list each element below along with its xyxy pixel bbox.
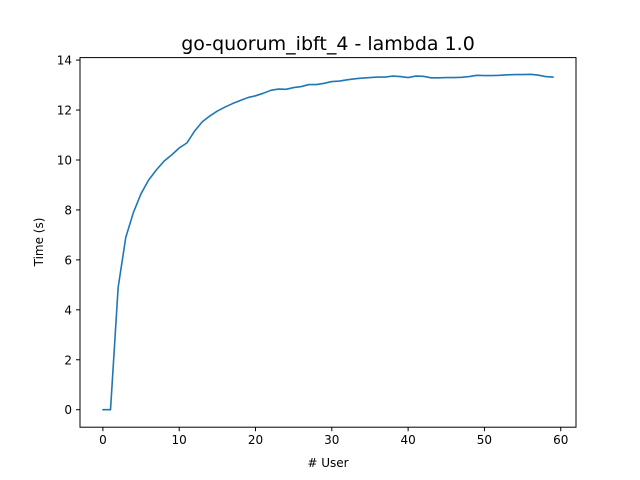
x-tick-label: 40 bbox=[400, 433, 415, 447]
y-tick-label: 6 bbox=[64, 253, 72, 267]
y-axis-label: Time (s) bbox=[32, 218, 46, 268]
y-tick-label: 14 bbox=[57, 54, 72, 68]
x-axis-label: # User bbox=[307, 456, 348, 470]
y-tick-label: 12 bbox=[57, 104, 72, 118]
plot-frame bbox=[79, 57, 577, 428]
y-tick-label: 0 bbox=[64, 403, 72, 417]
x-tick-label: 0 bbox=[99, 433, 107, 447]
chart-title: go-quorum_ibft_4 - lambda 1.0 bbox=[181, 33, 475, 55]
series-layer bbox=[102, 73, 554, 411]
x-tick-label: 20 bbox=[248, 433, 263, 447]
y-tick-label: 2 bbox=[64, 353, 72, 367]
x-tick-label: 30 bbox=[324, 433, 339, 447]
y-tick-label: 8 bbox=[64, 203, 72, 217]
x-tick-label: 50 bbox=[477, 433, 492, 447]
x-tick-label: 10 bbox=[172, 433, 187, 447]
y-tick-label: 10 bbox=[57, 153, 72, 167]
series-line bbox=[102, 73, 554, 411]
y-tick-label: 4 bbox=[64, 303, 72, 317]
axis-ticks: 0 10 20 30 40 50 60 0 2 4 6 8 10 12 14 bbox=[57, 54, 569, 448]
x-tick-label: 60 bbox=[553, 433, 568, 447]
